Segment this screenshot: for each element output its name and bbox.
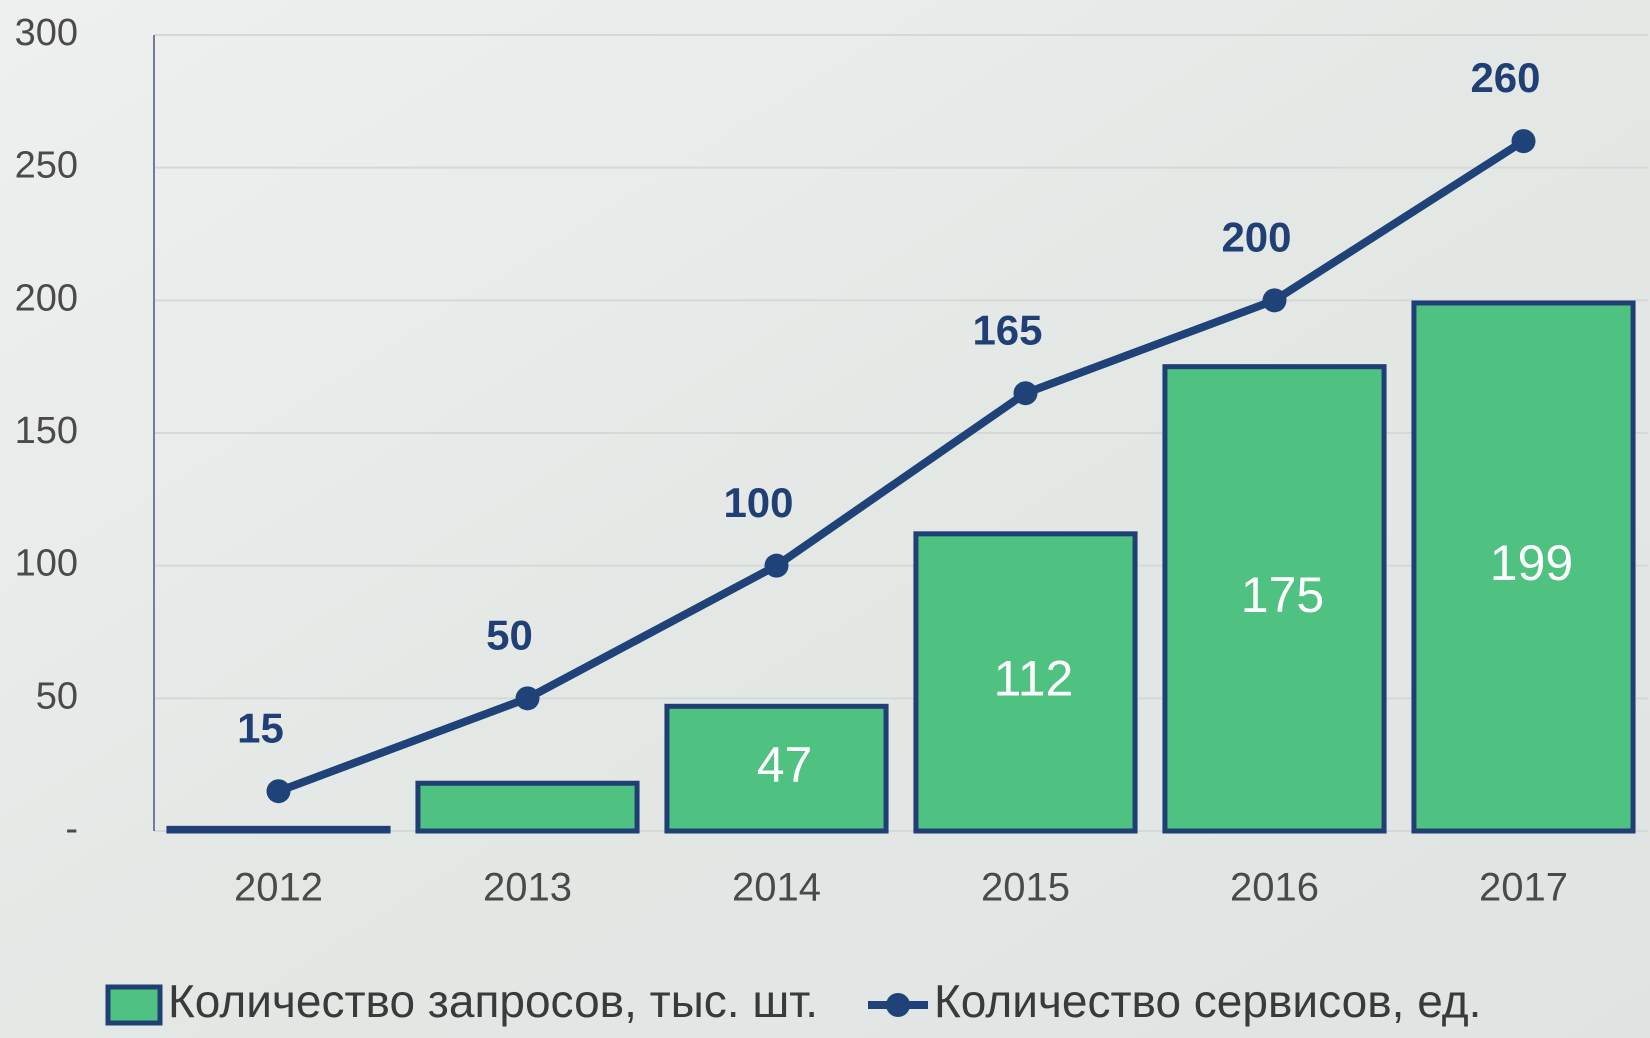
y-tick-label: 100 [15, 543, 78, 585]
y-tick-label: 50 [36, 675, 78, 717]
bar [1411, 300, 1636, 834]
bar-value-label: 175 [1241, 567, 1324, 623]
bar-value-label: 112 [994, 651, 1074, 707]
bar [664, 703, 889, 834]
line-point [266, 779, 291, 804]
line-value-label: 165 [972, 306, 1042, 353]
line-point [1511, 129, 1536, 154]
bar [1162, 364, 1387, 834]
y-tick-label: 150 [15, 410, 78, 452]
bar-value-label: 47 [757, 737, 813, 793]
line-point [764, 553, 789, 578]
y-tick-label: 300 [15, 12, 78, 54]
bar [913, 531, 1138, 834]
x-tick-label: 2015 [981, 866, 1070, 910]
line-value-label: 15 [237, 704, 284, 751]
legend-label: Количество сервисов, ед. [934, 975, 1481, 1027]
legend-label: Количество запросов, тыс. шт. [168, 975, 818, 1027]
bar [415, 780, 640, 834]
line-value-label: 100 [723, 479, 793, 526]
line-point [1262, 288, 1287, 313]
x-tick-label: 2017 [1479, 866, 1568, 910]
y-tick-label: 200 [15, 277, 78, 319]
x-tick-label: 2016 [1230, 866, 1319, 910]
x-tick-label: 2012 [234, 866, 323, 910]
y-tick-label: - [65, 808, 78, 850]
line-point [1013, 381, 1038, 406]
line-point [515, 686, 540, 711]
legend-swatch-dot [886, 993, 910, 1017]
line-value-label: 50 [486, 611, 533, 658]
y-tick-label: 250 [15, 145, 78, 187]
line [277, 137, 1526, 795]
bar-value-label: 199 [1490, 535, 1573, 591]
legend-swatch [105, 984, 163, 1026]
x-tick-label: 2014 [732, 866, 821, 910]
x-tick-label: 2013 [483, 866, 572, 910]
line-value-label: 200 [1221, 213, 1291, 260]
bar [166, 825, 391, 834]
line-value-label: 260 [1470, 54, 1540, 101]
